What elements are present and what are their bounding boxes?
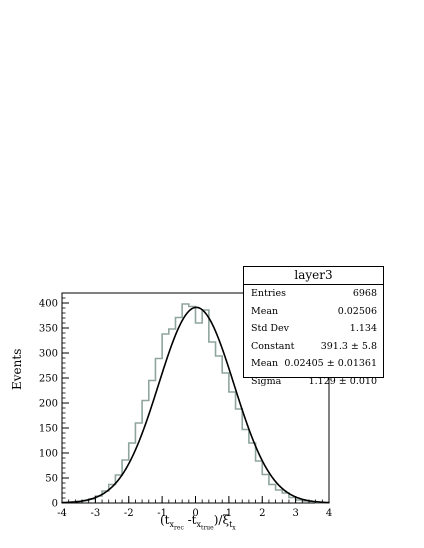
stats-value: 0.02506 <box>337 305 377 317</box>
stats-row-entries: Entries 6968 <box>244 285 383 303</box>
stats-row-mean: Mean 0.02506 <box>244 303 383 321</box>
stats-label: Constant <box>251 340 295 352</box>
x-axis-label: (txrec -txtrue)/ξtx <box>160 513 236 532</box>
stats-value: 1.129 ± 0.010 <box>308 375 377 387</box>
stats-row-fit-mean: Mean 0.02405 ± 0.01361 <box>244 355 383 373</box>
gaussian-fit-curve <box>61 306 330 504</box>
stats-value: 0.02405 ± 0.01361 <box>284 358 377 369</box>
stats-value: 391.3 ± 5.8 <box>320 340 377 352</box>
x-tick-label: -4 <box>57 508 67 519</box>
x-tick-label: 4 <box>326 508 332 519</box>
x-tick-label: 2 <box>259 508 265 519</box>
y-tick-label: 0 <box>52 499 58 510</box>
stats-label: Mean <box>251 305 279 317</box>
y-tick-label: 150 <box>39 424 58 435</box>
stats-row-constant: Constant 391.3 ± 5.8 <box>244 338 383 356</box>
y-tick-label: 300 <box>39 349 58 360</box>
stats-value: 1.134 <box>349 323 377 334</box>
y-tick-label: 350 <box>39 324 58 335</box>
stats-value: 6968 <box>352 288 377 299</box>
stats-label: Entries <box>251 288 286 299</box>
x-tick-label: 3 <box>292 508 298 519</box>
x-tick-label: 0 <box>192 508 198 519</box>
x-tick-label: -3 <box>91 508 101 519</box>
x-tick-label: -1 <box>157 508 167 519</box>
stats-label: Mean <box>251 358 279 369</box>
y-tick-label: 100 <box>39 449 58 460</box>
histogram-series <box>61 303 330 504</box>
x-tick-label: -2 <box>124 508 134 519</box>
stats-label: Std Dev <box>251 323 290 334</box>
stats-row-stddev: Std Dev 1.134 <box>244 320 383 338</box>
y-tick-label: 200 <box>39 399 58 410</box>
stats-title: layer3 <box>244 267 383 285</box>
y-tick-label: 400 <box>39 299 58 310</box>
stats-row-sigma: Sigma 1.129 ± 0.010 <box>244 373 383 391</box>
stats-box: layer3 Entries 6968 Mean 0.02506 Std Dev 1.… <box>243 266 384 387</box>
y-tick-label: 50 <box>45 474 58 485</box>
y-axis-label: Events <box>10 348 24 390</box>
y-tick-label: 250 <box>39 374 58 385</box>
x-tick-label: 1 <box>226 508 232 519</box>
stats-label: Sigma <box>251 375 282 387</box>
